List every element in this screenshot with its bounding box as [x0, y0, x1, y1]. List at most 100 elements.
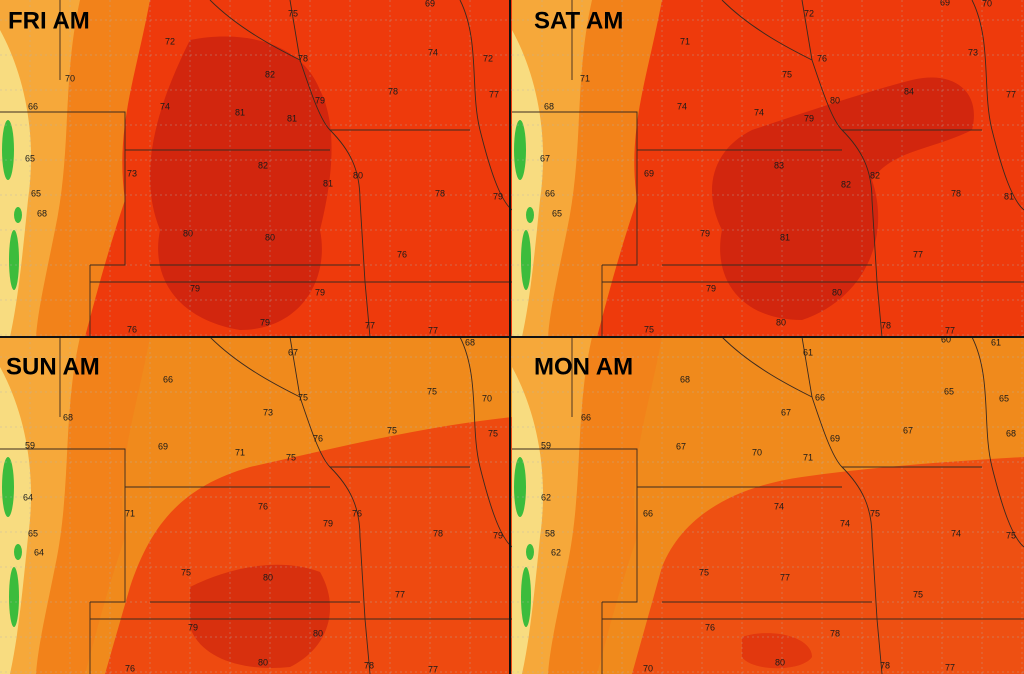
pale-field: [0, 30, 32, 337]
temperature-label: 81: [235, 107, 245, 117]
temperature-label: 60: [941, 334, 951, 344]
temperature-label: 66: [643, 508, 653, 518]
temperature-label: 76: [127, 324, 137, 334]
hot-field: [150, 36, 332, 330]
temperature-label: 80: [776, 317, 786, 327]
temperature-label: 59: [541, 440, 551, 450]
temperature-label: 75: [1006, 530, 1016, 540]
temperature-label: 77: [913, 249, 923, 259]
temperature-label: 67: [781, 407, 791, 417]
temperature-label: 67: [540, 153, 550, 163]
temperature-label: 80: [830, 95, 840, 105]
state-border: [721, 0, 883, 337]
state-border: [512, 448, 638, 603]
temperature-label: 71: [580, 73, 590, 83]
temperature-label: 76: [817, 53, 827, 63]
temperature-label: 72: [804, 8, 814, 18]
map-panel: SUN AM 68 67 66 75 75 70 68 73 76 75 75 59 69 71 75 64 76…: [0, 337, 512, 674]
temperature-label: 73: [127, 168, 137, 178]
temperature-label: 74: [840, 518, 850, 528]
temperature-label: 75: [870, 508, 880, 518]
temperature-label: 76: [258, 501, 268, 511]
temperature-label: 74: [951, 528, 961, 538]
panel-title: MON AM: [534, 353, 633, 380]
temperature-label: 68: [544, 101, 554, 111]
temperature-label: 80: [265, 232, 275, 242]
temperature-label: 81: [323, 178, 333, 188]
cool-spot: [521, 230, 531, 290]
temperature-label: 70: [982, 0, 992, 8]
map-panel: SAT AM 69 70 72 71 76 73 75 71 68 74 74 79 80 84 77 67 83…: [512, 0, 1024, 337]
temperature-label: 65: [25, 153, 35, 163]
state-border: [289, 0, 301, 61]
temperature-label: 66: [545, 188, 555, 198]
temperature-label: 80: [313, 628, 323, 638]
panel-title: FRI AM: [8, 7, 90, 34]
temperature-label: 75: [644, 324, 654, 334]
temperature-label: 77: [1006, 89, 1016, 99]
temperature-label: 79: [315, 95, 325, 105]
temperature-label: 77: [428, 325, 438, 335]
temperature-label: 79: [190, 283, 200, 293]
temperature-label: 75: [286, 452, 296, 462]
temperature-label: 69: [425, 0, 435, 8]
temperature-label: 75: [782, 69, 792, 79]
temperature-label: 66: [163, 374, 173, 384]
temperature-label: 70: [482, 393, 492, 403]
state-border: [289, 337, 301, 398]
temperature-label: 78: [364, 660, 374, 670]
map-body: [512, 337, 1024, 674]
cool-spot: [514, 120, 526, 180]
temperature-label: 68: [1006, 428, 1016, 438]
temperature-label: 75: [288, 8, 298, 18]
cool-spot: [521, 567, 531, 627]
temperature-label: 80: [353, 170, 363, 180]
temperature-label: 79: [493, 530, 503, 540]
state-border: [971, 0, 1024, 211]
temperature-label: 79: [804, 113, 814, 123]
cool-spot: [526, 207, 534, 223]
hot-field: [190, 564, 330, 668]
temperature-label: 65: [31, 188, 41, 198]
temperature-label: 67: [676, 441, 686, 451]
temperature-label: 81: [1004, 191, 1014, 201]
temperature-label: 79: [700, 228, 710, 238]
temperature-label: 71: [680, 36, 690, 46]
temperature-label: 71: [803, 452, 813, 462]
temperature-label: 66: [28, 101, 38, 111]
temperature-label: 74: [428, 47, 438, 57]
temperature-label: 74: [677, 101, 687, 111]
temperature-label: 74: [774, 501, 784, 511]
temperature-label: 78: [951, 188, 961, 198]
temperature-label: 80: [775, 657, 785, 667]
temperature-label: 77: [428, 664, 438, 674]
cool-spot: [2, 120, 14, 180]
temperature-label: 77: [945, 662, 955, 672]
temperature-label: 79: [706, 283, 716, 293]
state-border: [721, 337, 883, 674]
panel-title: SAT AM: [534, 7, 623, 34]
temperature-label: 77: [489, 89, 499, 99]
temperature-label: 61: [803, 347, 813, 357]
temperature-label: 75: [387, 425, 397, 435]
temperature-label: 78: [830, 628, 840, 638]
temperature-label: 66: [581, 412, 591, 422]
cool-spot: [14, 544, 22, 560]
temperature-label: 82: [265, 69, 275, 79]
temperature-label: 77: [780, 572, 790, 582]
temperature-label: 76: [352, 508, 362, 518]
temperature-label: 65: [999, 393, 1009, 403]
temperature-label: 65: [552, 208, 562, 218]
temperature-label: 73: [968, 47, 978, 57]
temperature-label: 76: [705, 622, 715, 632]
temperature-label: 77: [945, 325, 955, 335]
temperature-label: 72: [165, 36, 175, 46]
temperature-label: 79: [323, 518, 333, 528]
temperature-label: 76: [125, 663, 135, 673]
temperature-label: 69: [940, 0, 950, 7]
temperature-label: 61: [991, 337, 1001, 347]
pale-field: [0, 367, 32, 674]
temperature-label: 77: [365, 320, 375, 330]
temperature-label: 75: [181, 567, 191, 577]
